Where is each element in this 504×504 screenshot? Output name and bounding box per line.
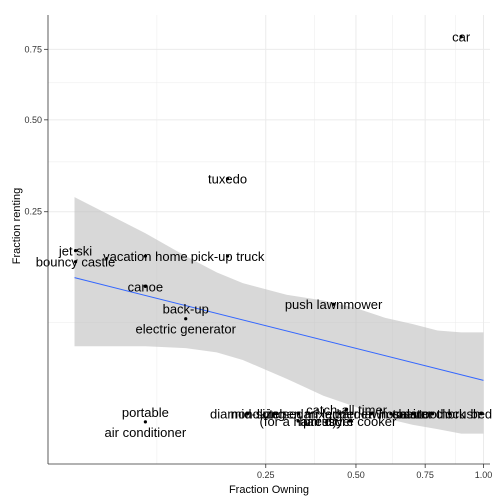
data-point	[73, 260, 78, 264]
data-point	[389, 412, 393, 416]
point-label: garden hose	[335, 407, 407, 422]
data-point	[225, 177, 230, 181]
data-point	[447, 412, 452, 416]
y-tick-label: 0.25	[24, 207, 42, 217]
point-label: toothbrush	[419, 407, 480, 422]
point-label: hair dryer	[299, 414, 355, 429]
x-tick-label: 1.00	[475, 470, 493, 480]
point-label: toaster	[393, 407, 433, 422]
data-points-layer	[73, 35, 483, 424]
point-label: jet ski	[58, 244, 92, 259]
x-tick-label: 0.25	[257, 470, 275, 480]
data-point	[143, 254, 147, 258]
point-label: lawn chair	[362, 407, 421, 422]
data-point	[272, 412, 276, 416]
point-label: vacation home	[103, 249, 188, 264]
x-tick-label: 0.75	[416, 470, 434, 480]
confidence-ribbon-layer	[74, 197, 484, 434]
x-axis-title: Fraction Owning	[229, 484, 309, 496]
data-point	[369, 412, 373, 416]
trend-line-layer	[74, 277, 484, 381]
y-tick-label: 0.50	[24, 115, 42, 125]
point-label: tuxedo	[208, 172, 247, 187]
data-point	[410, 412, 414, 416]
point-label: kitchen mixer	[260, 407, 337, 422]
data-point	[184, 317, 188, 321]
point-label: canoe	[128, 279, 163, 294]
tick-labels-layer: 0.25 0.50 0.75 1.00 0.25 0.50 0.75	[24, 44, 492, 480]
data-point	[348, 419, 352, 423]
point-label: pick-up truck	[191, 249, 265, 264]
point-label: mid-size sedan	[231, 407, 318, 422]
data-point	[296, 412, 300, 416]
point-label: push lawnmower	[285, 297, 383, 312]
x-tick-label: 0.50	[347, 470, 365, 480]
data-point	[338, 412, 342, 416]
point-label: diamond ring	[210, 407, 285, 422]
point-label: pressure cooker	[303, 414, 397, 429]
trend-line	[74, 277, 484, 381]
point-label: (for a haircut)	[260, 414, 337, 429]
point-label: ladder	[322, 407, 359, 422]
data-point	[73, 249, 78, 253]
data-point	[296, 419, 300, 423]
data-point	[431, 412, 435, 416]
data-point	[331, 302, 336, 306]
confidence-ribbon	[74, 197, 484, 434]
data-point	[325, 419, 329, 423]
point-label: bouncy castle	[36, 255, 116, 270]
data-point	[479, 412, 483, 416]
point-label: back-up electric generator	[135, 302, 236, 337]
point-label: bed	[470, 407, 492, 422]
point-label: portable air conditioner	[105, 405, 187, 440]
data-point	[344, 407, 349, 411]
point-label: alarm clock	[400, 407, 466, 422]
data-point	[459, 35, 463, 39]
data-point	[225, 254, 230, 258]
data-point	[245, 412, 250, 416]
y-tick-label: 0.75	[24, 44, 42, 54]
data-point	[143, 420, 147, 424]
data-point	[143, 284, 147, 289]
point-label: catch-all timer	[306, 402, 388, 417]
y-axis-title: Fraction renting	[11, 188, 23, 264]
point-label: car	[452, 30, 471, 45]
axes	[44, 15, 490, 468]
